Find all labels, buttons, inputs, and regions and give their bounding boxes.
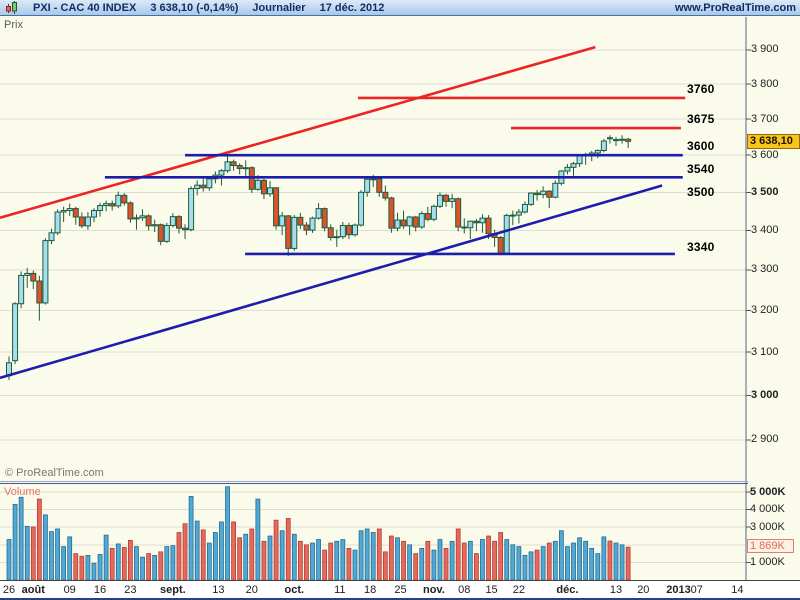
price-axis-tick: 3 800 xyxy=(751,77,779,90)
price-axis-tick: 3 200 xyxy=(751,303,779,316)
date-axis-tick: déc. xyxy=(556,584,579,596)
volume-axis-tick: 3 000K xyxy=(750,520,785,533)
prt-url-label: www.ProRealTime.com xyxy=(674,1,796,14)
date-axis[interactable] xyxy=(0,581,800,598)
date-axis-tick: 08 xyxy=(458,584,471,596)
level-annotation: 3540 xyxy=(687,162,715,177)
price-axis-tick: 3 400 xyxy=(751,223,779,236)
date-axis-tick: 14 xyxy=(731,584,744,596)
date-axis-tick: 20 xyxy=(245,584,258,596)
price-axis-tick: 3 100 xyxy=(751,345,779,358)
date-axis-tick: août xyxy=(21,584,45,596)
header-date: 17 déc. 2012 xyxy=(319,1,385,14)
prorealtime-watermark: © ProRealTime.com xyxy=(5,467,104,479)
level-annotation: 3600 xyxy=(687,139,715,154)
last-price-box: 3 638,10 xyxy=(747,134,800,149)
date-axis-tick: oct. xyxy=(284,584,305,596)
price-axis-tick: 3 900 xyxy=(751,43,779,56)
date-axis-tick: 13 xyxy=(609,584,623,596)
price-axis-tick: 2 900 xyxy=(751,433,779,446)
price-axis-tick: 3 700 xyxy=(751,112,779,125)
date-axis-tick: 26 xyxy=(2,584,16,596)
date-axis-tick: sept. xyxy=(160,584,186,596)
date-axis-tick: 23 xyxy=(124,584,137,596)
header-last-price: 3 638,10 xyxy=(150,1,194,14)
header-change: (-0,14%) xyxy=(196,1,239,14)
volume-pane-label: Volume xyxy=(4,486,41,498)
date-axis-tick: 15 xyxy=(485,584,498,596)
date-axis-tick: 16 xyxy=(93,584,107,596)
date-axis-tick: 18 xyxy=(364,584,377,596)
window-bottom-border xyxy=(0,598,800,600)
current-volume-box: 1 869K xyxy=(747,539,794,553)
date-axis-tick: 07 xyxy=(690,584,703,596)
level-annotation: 3340 xyxy=(687,239,715,254)
date-axis-tick: 13 xyxy=(212,584,225,596)
volume-pane[interactable] xyxy=(0,484,746,580)
instrument-title: PXI - CAC 40 INDEX xyxy=(33,1,137,14)
pane-separator-top[interactable] xyxy=(0,481,748,482)
price-pane-label: Prix xyxy=(4,19,23,31)
date-axis-tick: nov. xyxy=(422,584,445,596)
date-axis-tick: 11 xyxy=(334,584,346,596)
level-annotation: 3675 xyxy=(687,112,715,127)
volume-axis-tick: 5 000K xyxy=(750,485,786,498)
date-axis-tick: 2013 xyxy=(666,584,691,596)
price-axis-tick: 3 600 xyxy=(751,148,779,161)
price-axis-tick: 3 300 xyxy=(751,263,779,276)
date-axis-tick: 20 xyxy=(637,584,650,596)
volume-axis-tick: 1 000K xyxy=(750,555,785,568)
candlestick-icon xyxy=(6,1,17,14)
timeframe-label: Journalier xyxy=(252,1,306,14)
header-bar: PXI - CAC 40 INDEX 3 638,10 (-0,14%) Jou… xyxy=(0,0,800,16)
level-annotation: 3500 xyxy=(687,185,715,200)
date-axis-tick: 25 xyxy=(394,584,407,596)
pane-separator-bottom[interactable] xyxy=(0,483,748,484)
price-axis-tick: 3 000 xyxy=(751,388,779,401)
date-axis-tick: 22 xyxy=(512,584,525,596)
price-axis-tick: 3 500 xyxy=(751,185,779,198)
date-axis-tick: 09 xyxy=(63,584,76,596)
volume-axis-tick: 4 000K xyxy=(750,503,785,516)
level-annotation: 3760 xyxy=(687,81,715,96)
price-pane[interactable] xyxy=(0,17,746,481)
